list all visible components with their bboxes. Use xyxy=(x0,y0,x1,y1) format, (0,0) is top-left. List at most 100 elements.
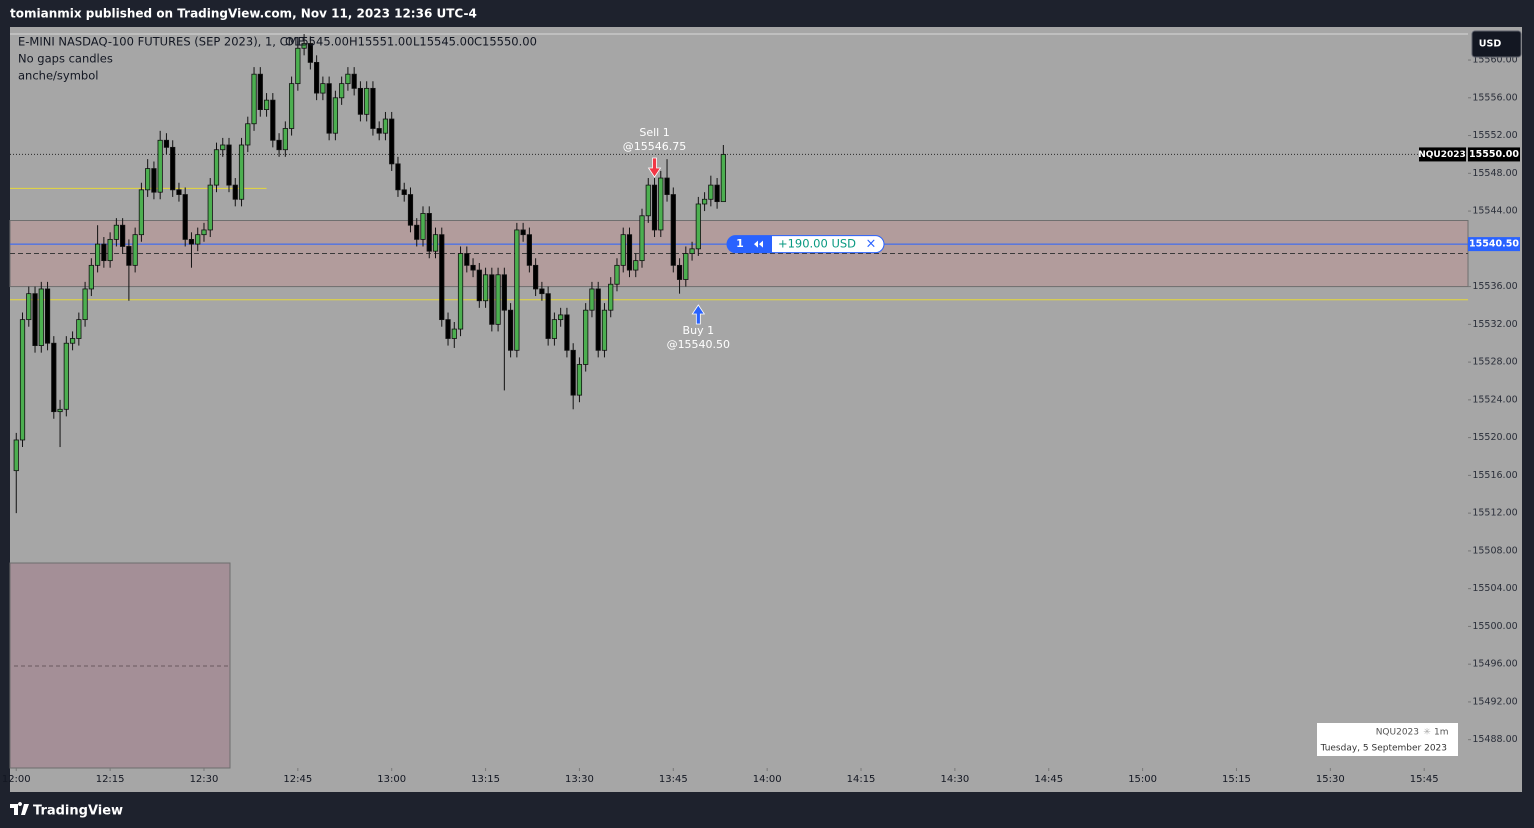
candle-body xyxy=(51,342,57,413)
y-tick-label: 15496.00 xyxy=(1472,659,1517,670)
y-tick-label: 15552.00 xyxy=(1472,130,1517,141)
candle-body xyxy=(501,274,507,311)
x-tick-label: 13:15 xyxy=(471,774,500,785)
candle-body xyxy=(701,198,708,205)
candle-body xyxy=(382,118,389,134)
candle-body xyxy=(670,194,676,266)
candle-body xyxy=(345,73,351,85)
candle-body xyxy=(326,83,332,134)
info-interval: 1m xyxy=(1434,728,1449,738)
candle-body xyxy=(69,338,76,344)
candle-body xyxy=(44,288,51,344)
candle-body xyxy=(720,154,726,203)
x-tick-label: 13:45 xyxy=(659,774,688,785)
candle-body xyxy=(470,264,476,271)
x-tick-label: 14:45 xyxy=(1034,774,1063,785)
candle-body xyxy=(395,163,401,191)
candle-body xyxy=(270,99,276,141)
currency-label: USD xyxy=(1479,39,1502,50)
close-position[interactable]: × xyxy=(866,237,877,252)
position-widget[interactable]: 1 +190.00 USD × xyxy=(726,235,885,254)
ohlc-value: H15551.00 xyxy=(349,35,413,49)
candle-body xyxy=(263,99,270,110)
candle-body xyxy=(545,293,551,339)
candle-body xyxy=(213,149,220,186)
candle-body xyxy=(520,229,526,236)
y-tick-label: 15488.00 xyxy=(1472,734,1517,745)
candle-body xyxy=(476,269,482,302)
ohlc-value: O15545.00 xyxy=(285,35,349,49)
candle-body xyxy=(708,184,714,200)
y-tick-label: 15536.00 xyxy=(1472,281,1517,292)
candle-body xyxy=(626,234,633,271)
candle-body xyxy=(370,87,376,129)
execution-price: @15546.75 xyxy=(623,140,687,153)
candle-body xyxy=(82,288,88,321)
candle-body xyxy=(201,229,207,236)
candle-body xyxy=(376,128,382,134)
ohlc-value: C15550.00 xyxy=(474,35,537,49)
ohlc-value: L15545.00 xyxy=(413,35,474,49)
candle-body xyxy=(295,47,301,85)
buy-arrow xyxy=(691,304,706,325)
y-tick-label: 15516.00 xyxy=(1472,470,1517,481)
sell-arrow xyxy=(647,157,662,178)
candle-body xyxy=(364,87,370,115)
candle-body xyxy=(564,314,570,351)
x-tick-label: 13:30 xyxy=(565,774,594,785)
candle-body xyxy=(170,146,176,191)
chart-title: E-MINI NASDAQ-100 FUTURES (SEP 2023), 1,… xyxy=(18,35,305,49)
execution-label: Sell 1 xyxy=(639,126,669,139)
candle-body xyxy=(238,144,245,200)
candle-body xyxy=(432,234,439,252)
candle-body xyxy=(226,144,232,186)
candle-body xyxy=(339,83,345,99)
candle-body xyxy=(188,238,195,245)
y-tick-label: 15512.00 xyxy=(1472,508,1517,519)
candle-body xyxy=(288,83,295,129)
candle-body xyxy=(570,349,576,396)
candle-body xyxy=(445,319,451,339)
candle-body xyxy=(714,184,720,203)
candle-body xyxy=(439,234,445,321)
info-icon: ✳ xyxy=(1423,728,1431,738)
candle-body xyxy=(120,224,126,247)
candle-body xyxy=(63,342,69,410)
candle-body xyxy=(207,184,213,231)
y-tick-label: 15492.00 xyxy=(1472,696,1517,707)
candle-body xyxy=(257,73,263,110)
chart-background xyxy=(10,27,1522,792)
candle-body xyxy=(76,319,82,339)
x-tick-label: 14:30 xyxy=(940,774,969,785)
candle-body xyxy=(495,274,501,325)
y-tick-label: 15548.00 xyxy=(1472,168,1517,179)
candle-body xyxy=(282,128,288,151)
candle-body xyxy=(13,439,19,472)
candle-body xyxy=(620,234,626,266)
position-tag xyxy=(1468,237,1520,252)
candle-body xyxy=(576,364,583,396)
candle-body xyxy=(676,264,683,280)
candle-body xyxy=(332,97,338,134)
candle-body xyxy=(314,61,320,94)
candle-body xyxy=(414,224,420,240)
candle-body xyxy=(301,43,307,49)
candle-body xyxy=(232,184,238,200)
symbol-tag xyxy=(1419,147,1466,162)
x-tick-label: 12:30 xyxy=(190,774,219,785)
currency-button[interactable]: USD xyxy=(1471,30,1522,58)
candle-body xyxy=(88,264,94,290)
last-price-label: 15550.00 xyxy=(1469,149,1519,160)
position-qty: 1 xyxy=(736,237,744,250)
info-box xyxy=(1317,723,1458,756)
candle-body xyxy=(151,168,157,193)
indicator-label: No gaps candles xyxy=(18,52,113,66)
candle-body xyxy=(176,189,182,195)
candle-body xyxy=(683,253,689,280)
y-tick-label: 15504.00 xyxy=(1472,583,1517,594)
candle-body xyxy=(182,194,188,240)
last-price-tag xyxy=(1468,147,1520,162)
button-bg xyxy=(1471,30,1522,58)
x-tick-label: 15:00 xyxy=(1128,774,1157,785)
